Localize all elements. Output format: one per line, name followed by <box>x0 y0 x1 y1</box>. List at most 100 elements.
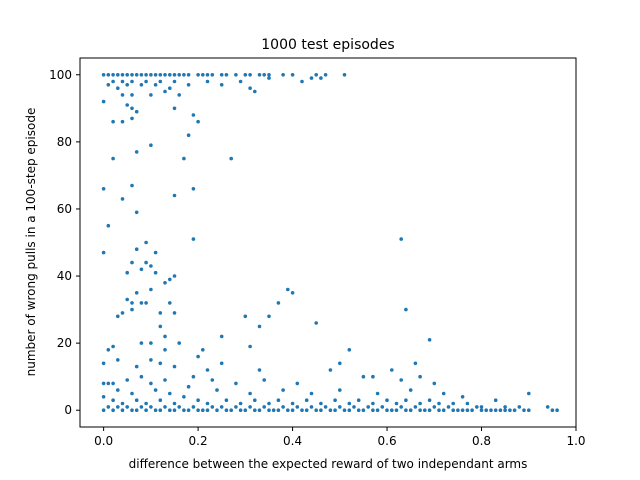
data-point <box>347 401 352 406</box>
data-point <box>371 408 375 413</box>
data-point <box>149 405 153 409</box>
data-point <box>158 311 163 315</box>
data-point <box>248 86 252 90</box>
data-point <box>158 324 163 329</box>
data-point <box>380 405 385 409</box>
data-point <box>196 119 200 124</box>
data-point <box>441 391 446 396</box>
data-point <box>527 391 531 396</box>
data-point <box>234 73 238 77</box>
data-point <box>394 408 399 413</box>
data-point <box>158 73 163 77</box>
data-point <box>323 405 328 409</box>
data-point <box>134 247 139 251</box>
y-tick-label: 100 <box>49 68 72 82</box>
data-point <box>172 408 177 413</box>
data-point <box>101 73 106 77</box>
data-point <box>163 281 167 285</box>
data-point <box>210 405 215 409</box>
data-point <box>413 405 418 409</box>
data-point <box>144 73 148 77</box>
data-point <box>134 109 139 114</box>
data-point <box>158 79 163 84</box>
data-point <box>371 374 375 379</box>
data-point <box>356 398 361 403</box>
data-point <box>201 408 205 413</box>
data-point <box>134 210 139 215</box>
data-point <box>186 73 191 77</box>
data-point <box>267 408 271 413</box>
data-point <box>460 408 465 413</box>
data-point <box>111 408 115 413</box>
data-point <box>106 223 111 228</box>
data-point <box>219 405 224 409</box>
data-point <box>101 395 106 399</box>
data-point <box>460 395 465 399</box>
data-point <box>234 405 238 409</box>
data-point <box>323 73 328 77</box>
data-point <box>153 388 158 392</box>
data-point <box>399 405 404 409</box>
data-point <box>300 408 304 413</box>
data-point <box>451 401 456 406</box>
data-point <box>116 358 120 362</box>
data-point <box>205 79 210 84</box>
data-point <box>404 307 408 312</box>
data-point <box>153 83 158 87</box>
data-point <box>347 348 352 352</box>
data-point <box>314 73 319 77</box>
data-point <box>130 116 134 121</box>
data-point <box>172 364 177 369</box>
y-tick-label: 80 <box>57 135 72 149</box>
data-point <box>130 301 134 305</box>
x-axis-label: difference between the expected reward o… <box>129 457 528 471</box>
data-point <box>418 374 422 379</box>
data-point <box>111 156 115 161</box>
data-point <box>319 76 323 80</box>
data-point <box>281 388 285 392</box>
y-axis-label: number of wrong pulls in a 100-step epis… <box>24 108 38 377</box>
data-point <box>182 408 186 413</box>
data-point <box>101 187 106 191</box>
data-point <box>125 270 129 275</box>
data-point <box>106 405 111 409</box>
data-point <box>120 197 125 201</box>
data-point <box>219 83 224 87</box>
data-point <box>418 401 422 406</box>
data-point <box>413 361 418 366</box>
data-point <box>163 334 167 339</box>
data-point <box>134 398 139 403</box>
data-point <box>106 73 111 77</box>
data-point <box>168 86 172 90</box>
data-point <box>205 368 210 372</box>
data-point <box>342 408 347 413</box>
data-point <box>333 408 337 413</box>
data-point <box>309 405 314 409</box>
y-tick-label: 0 <box>64 403 72 417</box>
data-point <box>120 408 125 413</box>
data-point <box>163 405 167 409</box>
data-point <box>338 361 342 366</box>
data-point <box>333 398 337 403</box>
data-point <box>290 291 295 295</box>
data-point <box>149 341 153 345</box>
data-point <box>177 73 181 77</box>
data-point <box>130 106 134 111</box>
data-point <box>238 408 243 413</box>
data-point <box>390 368 394 372</box>
data-point <box>309 391 314 396</box>
data-point <box>149 287 153 292</box>
data-point <box>361 374 366 379</box>
data-point <box>243 408 248 413</box>
data-point <box>101 361 106 366</box>
data-point <box>139 267 144 272</box>
x-tick-label: 0.0 <box>94 434 113 448</box>
data-point <box>196 398 200 403</box>
data-point <box>172 73 177 77</box>
data-point <box>144 260 148 265</box>
data-point <box>186 133 191 137</box>
data-point <box>210 378 215 382</box>
data-point <box>205 73 210 77</box>
x-axis-ticks: 0.0 0.2 0.4 0.6 0.8 1.0 <box>94 427 586 448</box>
data-point <box>276 301 281 305</box>
